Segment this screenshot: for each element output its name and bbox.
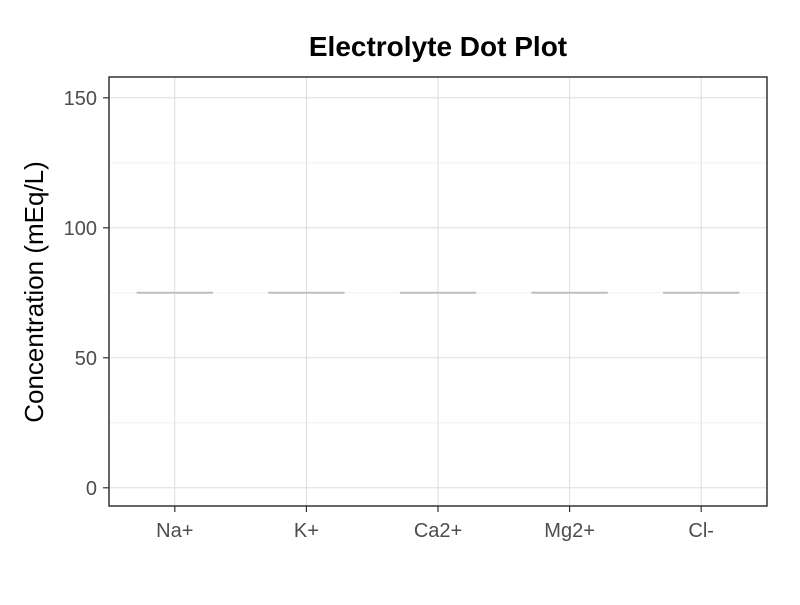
x-tick-label: Cl- (688, 520, 714, 542)
grid-lines (109, 77, 767, 506)
chart-title: Electrolyte Dot Plot (309, 31, 567, 62)
y-tick-label: 50 (75, 348, 97, 370)
x-tick-label: Na+ (156, 520, 193, 542)
axes: 0 50 100 150 Na+ K+ Ca2+ Mg2+ Cl- (64, 88, 714, 542)
y-tick-label: 150 (64, 88, 97, 110)
x-tick-label: Ca2+ (414, 520, 462, 542)
x-tick-label: K+ (294, 520, 319, 542)
y-tick-label: 0 (86, 478, 97, 500)
x-tick-label: Mg2+ (544, 520, 595, 542)
y-tick-label: 100 (64, 218, 97, 240)
y-axis-title: Concentration (mEq/L) (19, 161, 49, 423)
